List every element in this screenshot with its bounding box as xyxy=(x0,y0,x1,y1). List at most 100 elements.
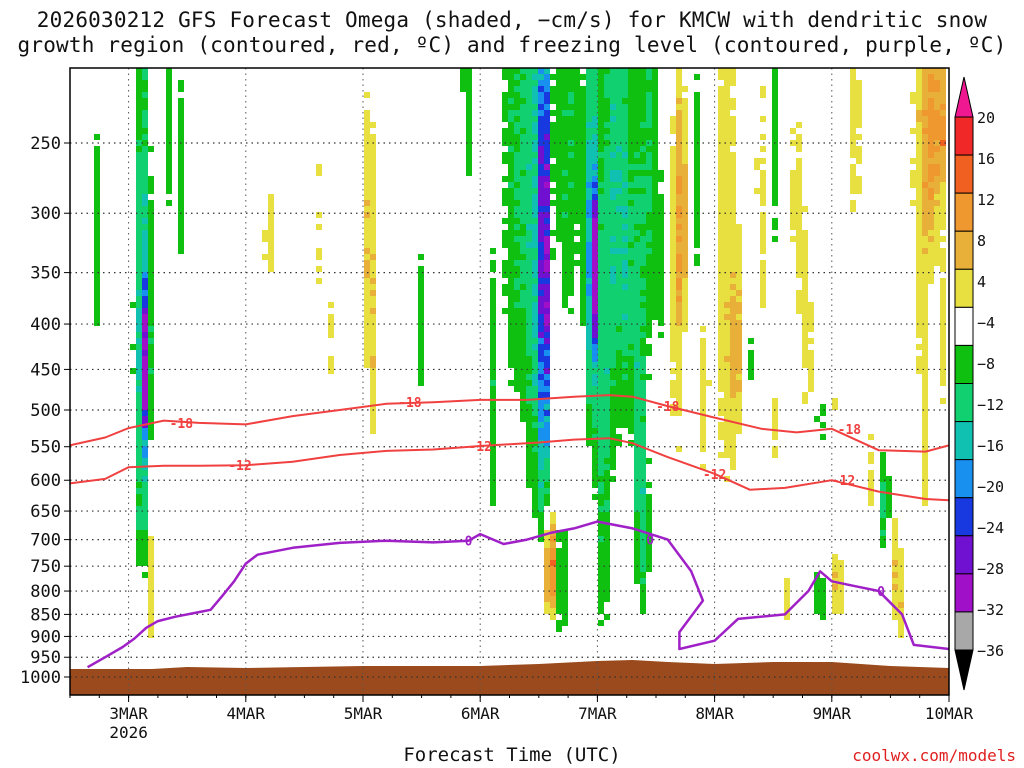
omega-cell xyxy=(514,182,520,188)
omega-cell xyxy=(694,134,700,140)
omega-cell xyxy=(514,116,520,122)
omega-cell xyxy=(628,116,634,122)
omega-cell xyxy=(616,158,622,164)
omega-cell xyxy=(676,278,682,284)
omega-cell xyxy=(598,224,604,230)
omega-cell xyxy=(166,158,172,164)
y-tick-label: 400 xyxy=(30,315,61,335)
omega-cell xyxy=(640,290,646,296)
omega-cell xyxy=(640,542,646,548)
omega-cell xyxy=(556,74,562,80)
omega-cell xyxy=(538,398,544,404)
omega-cell xyxy=(532,134,538,140)
omega-cell xyxy=(166,152,172,158)
omega-cell xyxy=(814,578,820,584)
omega-cell xyxy=(694,218,700,224)
omega-cell xyxy=(148,542,154,548)
omega-cell xyxy=(94,134,100,140)
omega-cell xyxy=(544,560,550,566)
omega-cell xyxy=(586,350,592,356)
omega-cell xyxy=(898,572,904,578)
omega-cell xyxy=(586,152,592,158)
omega-cell xyxy=(490,470,496,476)
omega-cell xyxy=(748,350,754,356)
omega-cell xyxy=(502,236,508,242)
omega-cell xyxy=(928,242,934,248)
omega-cell xyxy=(682,170,688,176)
omega-cell xyxy=(142,230,148,236)
omega-cell xyxy=(562,284,568,290)
omega-cell xyxy=(910,128,916,134)
omega-cell xyxy=(508,320,514,326)
omega-cell xyxy=(682,242,688,248)
omega-cell xyxy=(772,104,778,110)
omega-cell xyxy=(772,218,778,224)
omega-cell xyxy=(646,248,652,254)
omega-cell xyxy=(718,194,724,200)
omega-cell xyxy=(142,278,148,284)
omega-cell xyxy=(940,290,946,296)
omega-cell xyxy=(658,254,664,260)
omega-cell xyxy=(820,404,826,410)
omega-cell xyxy=(640,314,646,320)
omega-cell xyxy=(796,290,802,296)
omega-cell xyxy=(508,254,514,260)
omega-cell xyxy=(718,212,724,218)
colorbar-label: −32 xyxy=(977,601,1004,619)
omega-cell xyxy=(94,212,100,218)
omega-cell xyxy=(508,302,514,308)
omega-cell xyxy=(148,602,154,608)
omega-cell xyxy=(718,338,724,344)
omega-cell xyxy=(646,458,652,464)
omega-cell xyxy=(730,350,736,356)
omega-cell xyxy=(142,290,148,296)
omega-cell xyxy=(604,338,610,344)
omega-cell xyxy=(532,80,538,86)
omega-cell xyxy=(724,182,730,188)
omega-cell xyxy=(916,134,922,140)
omega-cell xyxy=(652,308,658,314)
omega-cell xyxy=(136,164,142,170)
omega-cell xyxy=(562,614,568,620)
omega-cell xyxy=(928,152,934,158)
omega-cell xyxy=(700,422,706,428)
omega-cell xyxy=(730,104,736,110)
omega-cell xyxy=(370,356,376,362)
omega-cell xyxy=(166,104,172,110)
omega-cell xyxy=(646,194,652,200)
omega-cell xyxy=(586,176,592,182)
omega-cell xyxy=(916,344,922,350)
omega-cell xyxy=(928,128,934,134)
omega-cell xyxy=(808,302,814,308)
omega-cell xyxy=(550,254,556,260)
omega-cell xyxy=(538,272,544,278)
omega-cell xyxy=(490,428,496,434)
y-tick-label: 600 xyxy=(30,471,61,491)
omega-cell xyxy=(490,248,496,254)
omega-cell xyxy=(634,104,640,110)
omega-cell xyxy=(730,188,736,194)
omega-cell xyxy=(166,200,172,206)
omega-cell xyxy=(622,194,628,200)
omega-cell xyxy=(490,350,496,356)
omega-cell xyxy=(526,236,532,242)
omega-cell xyxy=(658,242,664,248)
omega-cell xyxy=(628,152,634,158)
x-tick-label: 5MAR xyxy=(344,704,383,723)
omega-cell xyxy=(490,446,496,452)
omega-cell xyxy=(598,320,604,326)
omega-cell xyxy=(610,374,616,380)
omega-cell xyxy=(610,314,616,320)
omega-cell xyxy=(604,374,610,380)
omega-cell xyxy=(526,452,532,458)
omega-cell xyxy=(604,164,610,170)
omega-cell xyxy=(514,200,520,206)
omega-cell xyxy=(622,80,628,86)
omega-cell xyxy=(586,284,592,290)
omega-cell xyxy=(370,278,376,284)
omega-cell xyxy=(730,80,736,86)
omega-cell xyxy=(148,242,154,248)
omega-cell xyxy=(598,608,604,614)
omega-cell xyxy=(526,278,532,284)
omega-cell xyxy=(628,368,634,374)
